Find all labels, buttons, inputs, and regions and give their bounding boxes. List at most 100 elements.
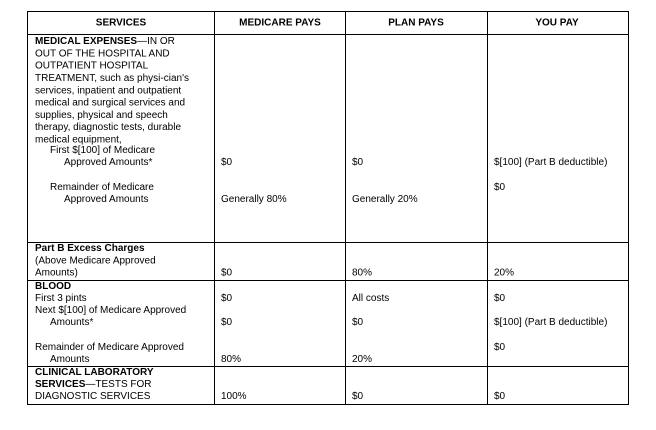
medicare-pays-part: Generally 80%	[221, 194, 287, 205]
service-description: medical equipment,	[35, 134, 122, 145]
plan-pays: $0	[352, 157, 364, 168]
item-label: Approved Amounts*	[64, 157, 152, 168]
item-label-part: Amounts*	[50, 317, 93, 328]
service-heading-part: Part B Excess Charges	[35, 243, 145, 254]
item-label: Remainder of Medicare Approved	[35, 342, 184, 353]
medicare-pays-part: 100%	[221, 391, 247, 402]
service-description: OUTPATIENT HOSPITAL	[35, 60, 149, 71]
service-description: (Above Medicare Approved	[35, 255, 156, 266]
service-description-part: DIAGNOSTIC SERVICES	[35, 391, 151, 402]
item-label: Remainder of Medicare	[50, 182, 154, 193]
service-description-part: (Above Medicare Approved	[35, 255, 156, 266]
you-pay-part: $[100] (Part B deductible)	[494, 157, 607, 168]
service-description: therapy, diagnostic tests, durable	[35, 122, 181, 133]
service-description: Amounts)	[35, 267, 78, 278]
plan-pays-part: 20%	[352, 354, 372, 365]
column-header: YOU PAY	[535, 17, 579, 28]
service-description-part: medical equipment,	[35, 134, 122, 145]
service-description-part: OUT OF THE HOSPITAL AND	[35, 48, 170, 59]
table-border	[27, 11, 629, 405]
service-description-part: Amounts)	[35, 267, 78, 278]
medicare-pays: 80%	[221, 354, 241, 365]
plan-pays-part: Generally 20%	[352, 194, 418, 205]
you-pay: $0	[494, 182, 506, 193]
service-heading: SERVICES—TESTS FOR	[35, 379, 152, 390]
you-pay-part: $[100] (Part B deductible)	[494, 317, 607, 328]
service-heading-part: BLOOD	[35, 281, 71, 292]
column-header-part: YOU PAY	[535, 17, 579, 28]
item-label: Amounts*	[50, 317, 93, 328]
column-header-part: MEDICARE PAYS	[239, 17, 321, 28]
medicare-pays: 100%	[221, 391, 247, 402]
you-pay-part: $0	[494, 391, 506, 402]
medicare-pays: $0	[221, 267, 233, 278]
service-description: TREATMENT, such as physi-cian's	[35, 73, 189, 84]
item-label-part: First $[100] of Medicare	[50, 145, 155, 156]
service-heading-part: SERVICES	[35, 379, 86, 390]
plan-pays: $0	[352, 317, 364, 328]
item-label-part: Approved Amounts	[64, 194, 149, 205]
service-description: supplies, physical and speech	[35, 110, 168, 121]
service-description-part: TREATMENT, such as physi-cian's	[35, 73, 189, 84]
item-label: Approved Amounts	[64, 194, 149, 205]
item-label-part: Amounts	[50, 354, 89, 365]
medicare-pays-part: $0	[221, 317, 233, 328]
service-heading-part: MEDICAL EXPENSES	[35, 36, 137, 47]
medicare-pays: $0	[221, 317, 233, 328]
plan-pays-part: $0	[352, 157, 364, 168]
item-label-part: Remainder of Medicare Approved	[35, 342, 184, 353]
you-pay-part: $0	[494, 342, 506, 353]
service-heading: CLINICAL LABORATORY	[35, 367, 154, 378]
medicare-pays-part: $0	[221, 293, 233, 304]
plan-pays-part: $0	[352, 391, 364, 402]
medicare-pays-part: 80%	[221, 354, 241, 365]
column-header-part: PLAN PAYS	[388, 17, 444, 28]
medicare-pays: $0	[221, 293, 233, 304]
service-heading: Part B Excess Charges	[35, 243, 145, 254]
you-pay-part: 20%	[494, 267, 514, 278]
service-description: DIAGNOSTIC SERVICES	[35, 391, 151, 402]
you-pay: $0	[494, 342, 506, 353]
service-description-part: services, inpatient and outpatient	[35, 85, 181, 96]
medicare-pays: $0	[221, 157, 233, 168]
service-heading-part: CLINICAL LABORATORY	[35, 367, 154, 378]
item-label: Next $[100] of Medicare Approved	[35, 305, 186, 316]
plan-pays: 20%	[352, 354, 372, 365]
service-heading: BLOOD	[35, 281, 71, 292]
you-pay: 20%	[494, 267, 514, 278]
column-header: SERVICES	[96, 17, 147, 28]
item-label-part: First 3 pints	[35, 293, 87, 304]
you-pay: $[100] (Part B deductible)	[494, 317, 607, 328]
medicare-pays-part: $0	[221, 157, 233, 168]
you-pay: $[100] (Part B deductible)	[494, 157, 607, 168]
column-header: MEDICARE PAYS	[239, 17, 321, 28]
plan-pays: $0	[352, 391, 364, 402]
service-heading-part: —IN OR	[137, 36, 175, 47]
plan-pays: Generally 20%	[352, 194, 418, 205]
plan-pays-part: 80%	[352, 267, 372, 278]
medicare-pays-part: $0	[221, 267, 233, 278]
service-heading: MEDICAL EXPENSES—IN OR	[35, 36, 175, 47]
item-label-part: Remainder of Medicare	[50, 182, 154, 193]
you-pay-part: $0	[494, 293, 506, 304]
item-label-part: Next $[100] of Medicare Approved	[35, 305, 186, 316]
item-label: Amounts	[50, 354, 89, 365]
item-label-part: Approved Amounts*	[64, 157, 152, 168]
plan-pays: 80%	[352, 267, 372, 278]
service-description: OUT OF THE HOSPITAL AND	[35, 48, 170, 59]
plan-pays-part: $0	[352, 317, 364, 328]
service-heading-part: —TESTS FOR	[85, 379, 151, 390]
service-description-part: medical and surgical services and	[35, 97, 185, 108]
plan-pays-part: All costs	[352, 293, 389, 304]
service-description-part: supplies, physical and speech	[35, 110, 168, 121]
column-header-part: SERVICES	[96, 17, 147, 28]
column-header: PLAN PAYS	[388, 17, 444, 28]
medicare-pays: Generally 80%	[221, 194, 287, 205]
service-description-part: OUTPATIENT HOSPITAL	[35, 60, 149, 71]
you-pay: $0	[494, 391, 506, 402]
service-description-part: therapy, diagnostic tests, durable	[35, 122, 181, 133]
service-description: medical and surgical services and	[35, 97, 185, 108]
service-description: services, inpatient and outpatient	[35, 85, 181, 96]
